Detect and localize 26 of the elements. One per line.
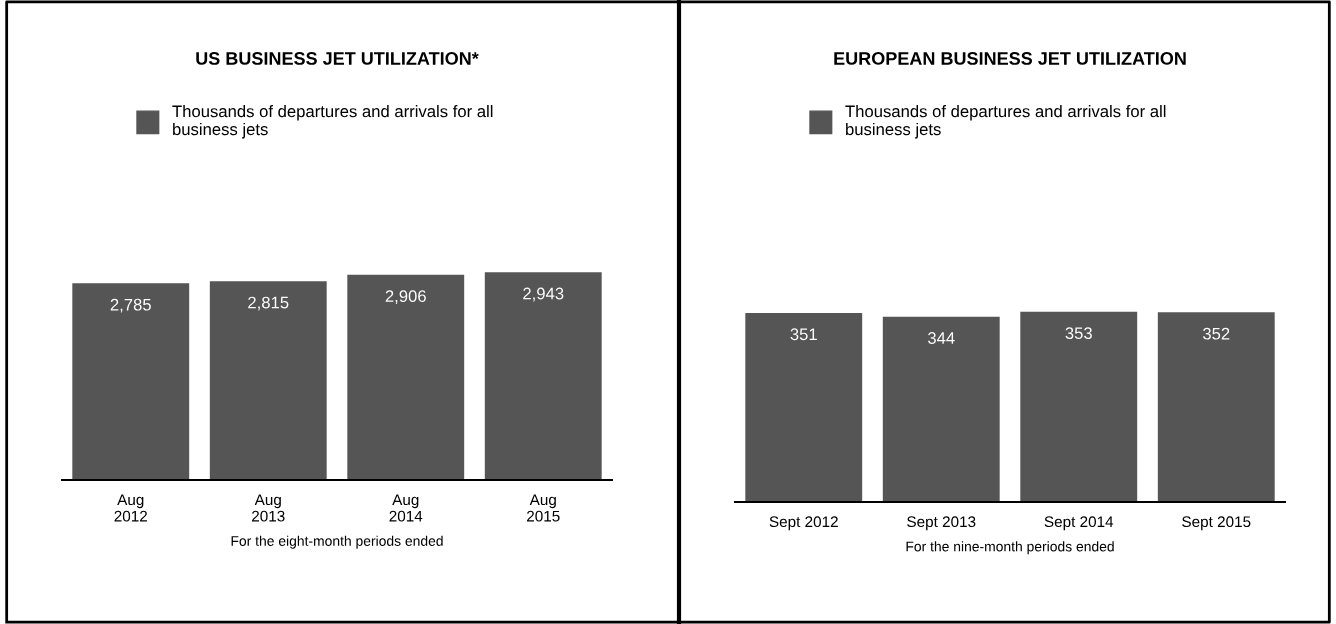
data-label: 353 xyxy=(1065,327,1092,340)
chart-title: US BUSINESS JET UTILIZATION* xyxy=(196,52,479,65)
bar xyxy=(72,283,190,480)
x-tick-label: Sept 2014 xyxy=(1044,516,1114,531)
x-axis-title: For the nine-month periods ended xyxy=(906,541,1114,555)
data-label: 352 xyxy=(1202,327,1230,340)
x-tick-label: Aug 2014 xyxy=(389,494,423,522)
bar xyxy=(209,281,327,480)
x-tick-label: Aug 2013 xyxy=(252,494,285,522)
x-axis-title: For the eight-month periods ended xyxy=(231,535,443,549)
x-tick-label: Aug 2015 xyxy=(527,494,560,522)
data-label: 2,906 xyxy=(385,290,426,304)
bar xyxy=(347,274,465,480)
data-label: 2,785 xyxy=(110,298,151,313)
x-tick-label: Sept 2013 xyxy=(907,516,976,531)
legend-label: Thousands of departures and arrivals for all business jets xyxy=(172,105,493,139)
data-label: 351 xyxy=(790,328,817,341)
bar xyxy=(484,272,602,480)
x-tick-label: Sept 2015 xyxy=(1182,516,1251,531)
chart-title: EUROPEAN BUSINESS JET UTILIZATION xyxy=(834,52,1186,65)
legend-label: Thousands of departures and arrivals for all business jets xyxy=(845,105,1166,139)
data-label: 344 xyxy=(927,332,955,344)
x-tick-label: Aug 2012 xyxy=(114,494,147,522)
data-label: 2,815 xyxy=(248,296,289,311)
x-tick-label: Sept 2012 xyxy=(769,516,838,531)
data-label: 2,943 xyxy=(523,287,564,302)
